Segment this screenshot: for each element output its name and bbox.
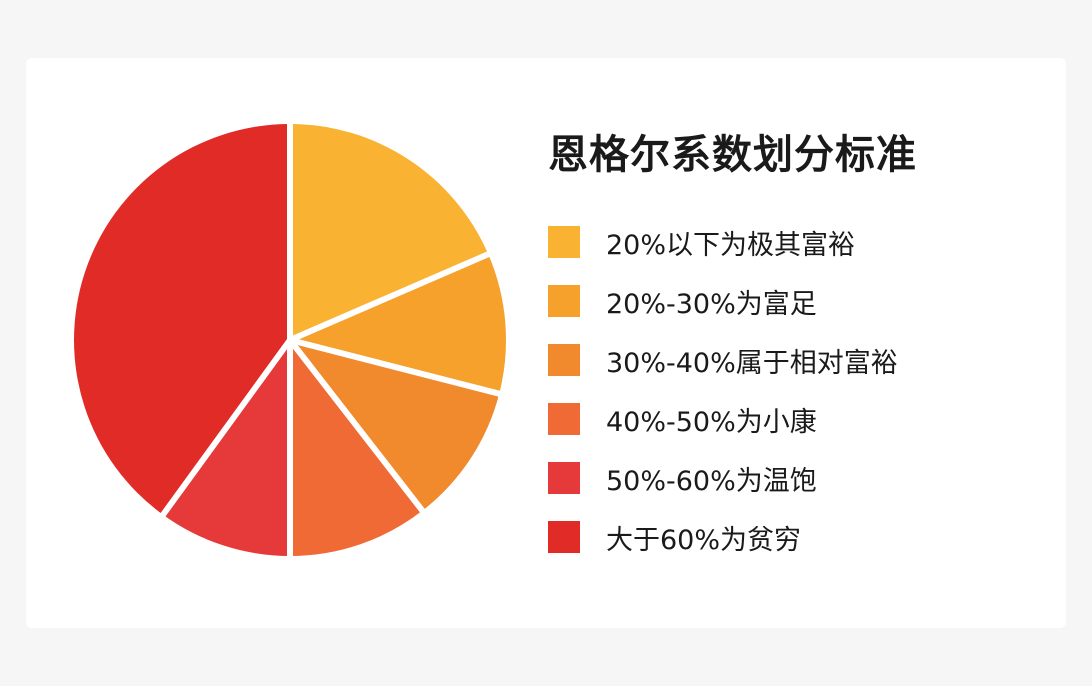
legend-swatch xyxy=(548,462,580,494)
legend: 20%以下为极其富裕 20%-30%为富足 30%-40%属于相对富裕 40%-… xyxy=(548,224,898,578)
pie-slice xyxy=(290,124,489,340)
legend-item: 40%-50%为小康 xyxy=(548,401,898,438)
pie-slice xyxy=(73,124,290,515)
slice-separator xyxy=(287,337,428,517)
legend-label: 20%-30%为富足 xyxy=(606,288,817,320)
legend-item: 50%-60%为温饱 xyxy=(548,460,898,497)
slice-separator xyxy=(287,337,507,398)
slice-separator xyxy=(287,249,495,343)
legend-item: 大于60%为贫穷 xyxy=(548,519,898,556)
legend-swatch xyxy=(548,403,580,435)
pie-slice xyxy=(163,340,290,556)
chart-title: 恩格尔系数划分标准 xyxy=(548,132,917,178)
pie-slice xyxy=(290,340,423,556)
legend-swatch xyxy=(548,521,580,553)
legend-label: 20%以下为极其富裕 xyxy=(606,229,856,261)
legend-label: 30%-40%属于相对富裕 xyxy=(606,347,898,379)
legend-item: 20%-30%为富足 xyxy=(548,283,898,320)
legend-swatch xyxy=(548,226,580,258)
pie-slice xyxy=(290,254,506,394)
legend-label: 40%-50%为小康 xyxy=(606,406,817,438)
legend-item: 30%-40%属于相对富裕 xyxy=(548,342,898,379)
legend-label: 大于60%为贫穷 xyxy=(606,524,802,556)
legend-item: 20%以下为极其富裕 xyxy=(548,224,898,261)
legend-swatch xyxy=(548,344,580,376)
legend-label: 50%-60%为温饱 xyxy=(606,465,817,497)
legend-swatch xyxy=(548,285,580,317)
slice-separator xyxy=(157,337,293,521)
